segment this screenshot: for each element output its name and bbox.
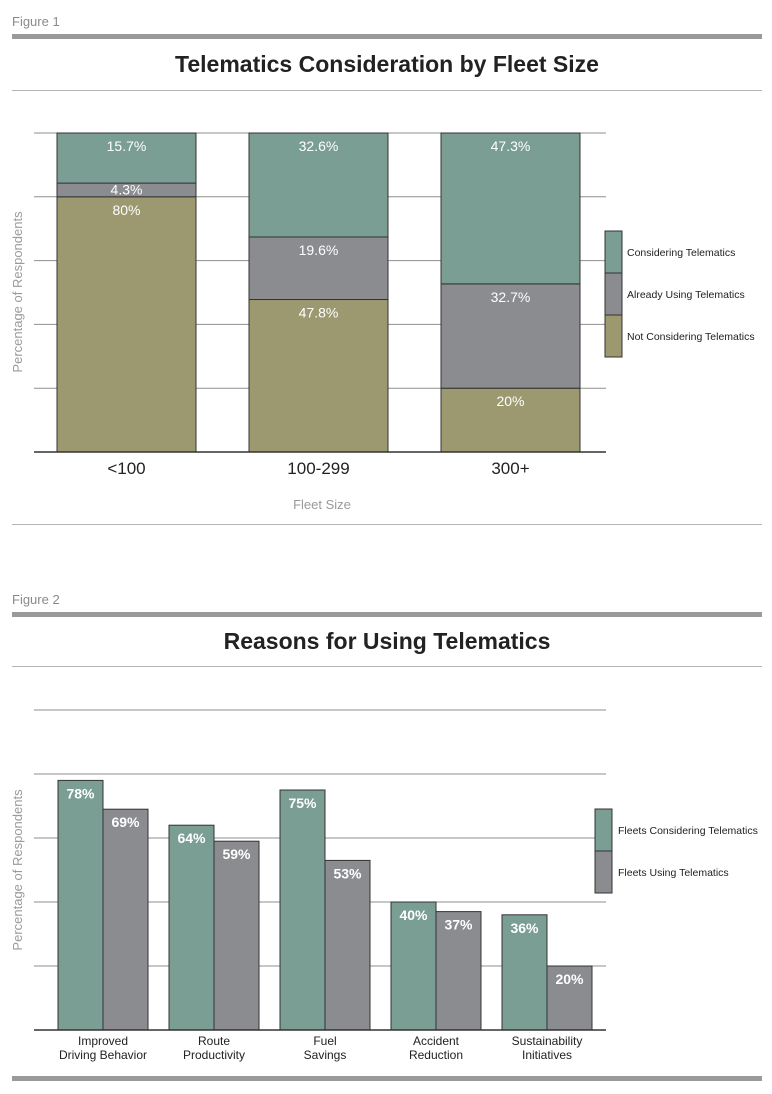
bar-not-considering-telematics-100 (56, 196, 197, 453)
legend-label-already-using-telematics: Already Using Telematics (627, 289, 745, 301)
data-label: 37% (444, 917, 473, 933)
x-tick-label: 300+ (491, 459, 529, 478)
bar-already-using-telematics-300 (440, 283, 581, 389)
data-label: 78% (66, 785, 95, 801)
data-label: 75% (288, 795, 317, 811)
data-label: 32.6% (299, 138, 339, 154)
bar-considering-telematics-100 (56, 132, 197, 184)
data-label: 19.6% (299, 242, 339, 258)
figure-2-label: Figure 2 (12, 592, 60, 607)
data-label: 32.7% (491, 289, 531, 305)
x-tick-label: 100-299 (287, 459, 349, 478)
bar-fleets-using-telematics-fuel-savings (324, 859, 371, 1031)
y-axis-label: Percentage of Respondents (10, 211, 25, 373)
y-axis-label: Percentage of Respondents (10, 789, 25, 951)
x-tick-label: Route (198, 1034, 230, 1048)
x-tick-label: <100 (107, 459, 145, 478)
data-label: 53% (333, 865, 362, 881)
figure-2-top-rule (12, 612, 762, 617)
bar-not-considering-telematics-300 (440, 387, 581, 453)
figure-1-label: Figure 1 (12, 14, 60, 29)
data-label: 47.3% (491, 138, 531, 154)
figure-2-title: Reasons for Using Telematics (223, 628, 551, 654)
x-tick-label: Sustainability (512, 1034, 583, 1048)
data-label: 36% (510, 920, 539, 936)
legend-label-considering-telematics: Considering Telematics (627, 247, 735, 259)
figure-2-title-divider (12, 666, 762, 667)
figure-1-chart: 80% 4.3% 15.7% <100 47.8% 19.6% 32.6% 100-299 20… (10, 132, 755, 512)
bar-fleets-considering-telematics-improved-driving-behavior (57, 779, 104, 1031)
data-label: 20% (555, 971, 584, 987)
x-tick-label: Driving Behavior (59, 1048, 147, 1062)
x-tick-label: Reduction (409, 1048, 463, 1062)
figure-1-title: Telematics Consideration by Fleet Size (175, 51, 599, 77)
x-tick-label: Initiatives (522, 1048, 572, 1062)
legend-swatch-fleets-using-telematics (594, 850, 613, 894)
data-label: 69% (111, 814, 140, 830)
x-tick-label: Fuel (313, 1034, 336, 1048)
legend-label-fleets-using-telematics: Fleets Using Telematics (618, 867, 729, 879)
bar-fleets-using-telematics-improved-driving-behavior (102, 808, 149, 1031)
bar-fleets-using-telematics-sustainability-initiatives (546, 965, 593, 1031)
data-label: 4.3% (111, 181, 143, 197)
legend-label-fleets-considering-telematics: Fleets Considering Telematics (618, 825, 758, 837)
bar-fleets-using-telematics-route-productivity (213, 840, 260, 1031)
figure-1-title-divider (12, 90, 762, 91)
x-tick-label: Savings (304, 1048, 347, 1062)
figure-2-bottom-rule (12, 1076, 762, 1081)
figure-1-bottom-divider (12, 524, 762, 525)
data-label: 40% (399, 907, 428, 923)
legend-swatch-not-considering-telematics (604, 314, 623, 358)
bar-considering-telematics-100-299 (248, 132, 389, 238)
data-label: 15.7% (107, 138, 147, 154)
bar-fleets-using-telematics-accident-reduction (435, 911, 482, 1031)
data-label: 59% (222, 846, 251, 862)
figure-1-top-rule (12, 34, 762, 39)
x-tick-label: Productivity (183, 1048, 245, 1062)
data-label: 80% (112, 202, 140, 218)
bar-fleets-considering-telematics-fuel-savings (279, 789, 326, 1031)
data-label: 20% (496, 393, 524, 409)
bar-considering-telematics-300 (440, 132, 581, 285)
data-label: 47.8% (299, 305, 339, 321)
legend-label-not-considering-telematics: Not Considering Telematics (627, 331, 755, 343)
bar-not-considering-telematics-100-299 (248, 299, 389, 453)
data-label: 64% (177, 830, 206, 846)
x-tick-label: Accident (413, 1034, 460, 1048)
x-axis-label: Fleet Size (293, 497, 351, 512)
x-tick-label: Improved (78, 1034, 128, 1048)
legend-swatch-fleets-considering-telematics (594, 808, 613, 852)
bar-fleets-considering-telematics-route-productivity (168, 824, 215, 1031)
bar-already-using-telematics-100-299 (248, 236, 389, 301)
